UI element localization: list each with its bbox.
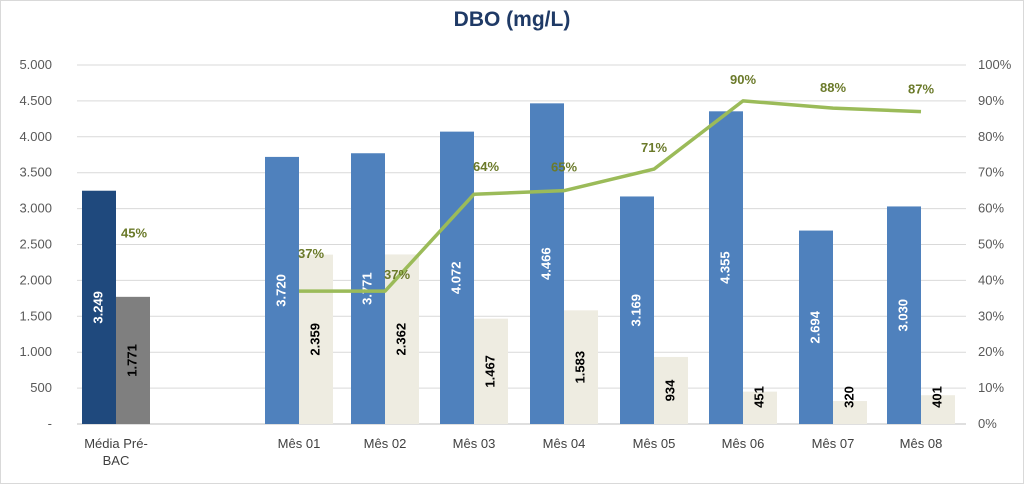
bar-afluente: [440, 131, 474, 424]
y-tick-label: 2.500: [19, 237, 52, 252]
y2-tick-label: 20%: [978, 344, 1004, 359]
y-tick-label: 3.000: [19, 201, 52, 216]
y2-tick-label: 90%: [978, 93, 1004, 108]
x-tick-label: Mês 07: [812, 436, 855, 451]
y-tick-label: 4.000: [19, 129, 52, 144]
y-tick-label: 500: [30, 380, 52, 395]
x-tick-label: BAC: [103, 453, 130, 468]
efficiency-label: 90%: [730, 72, 756, 87]
bar-efluente-label: 1.583: [572, 351, 587, 384]
bar-efluente-label: 451: [751, 386, 766, 408]
y2-tick-label: 60%: [978, 201, 1004, 216]
x-tick-label: Mês 05: [633, 436, 676, 451]
bar-afluente-label: 3.249: [90, 291, 105, 324]
efficiency-label: 45%: [121, 225, 147, 240]
x-tick-label: Mês 03: [453, 436, 496, 451]
bar-afluente: [351, 153, 385, 425]
y2-tick-label: 50%: [978, 237, 1004, 252]
y-tick-label: 5.000: [19, 57, 52, 72]
efficiency-line: [299, 99, 922, 293]
bar-afluente: [530, 103, 564, 425]
y-tick-label: 1.000: [19, 344, 52, 359]
x-tick-label: Média Pré-: [84, 436, 148, 451]
bar-efluente-label: 1.771: [124, 344, 139, 377]
bar-efluente: [474, 318, 508, 424]
bar-afluente: [887, 206, 921, 424]
bar-afluente-label: 2.694: [807, 310, 822, 343]
bar-afluente-label: 3.771: [359, 272, 374, 305]
y2-tick-label: 80%: [978, 129, 1004, 144]
bar-efluente: [921, 395, 955, 424]
bar-efluente-label: 401: [929, 386, 944, 408]
chart-title: DBO (mg/L): [453, 8, 571, 31]
x-tick-label: Mês 01: [278, 436, 321, 451]
bar-efluente: [743, 391, 777, 424]
bar-afluente-label: 4.072: [448, 262, 463, 295]
bar-afluente: [82, 190, 116, 424]
x-tick-label: Mês 08: [900, 436, 943, 451]
y2-tick-label: 70%: [978, 165, 1004, 180]
bar-efluente: [654, 356, 688, 424]
bar-afluente: [620, 196, 654, 424]
bar-afluente: [799, 230, 833, 424]
efficiency-label: 64%: [473, 159, 499, 174]
bar-afluente-label: 3.030: [895, 299, 910, 332]
x-tick-label: Mês 06: [722, 436, 765, 451]
bar-efluente-label: 2.362: [393, 323, 408, 356]
efficiency-label: 65%: [551, 160, 577, 175]
efficiency-label: 88%: [820, 80, 846, 95]
efficiency-label: 37%: [298, 246, 324, 261]
efficiency-label: 87%: [908, 82, 934, 97]
bar-afluente-label: 4.355: [717, 251, 732, 284]
bar-efluente-label: 320: [841, 386, 856, 408]
x-tick-label: Mês 02: [364, 436, 407, 451]
y2-tick-label: 100%: [978, 57, 1012, 72]
y2-tick-label: 30%: [978, 308, 1004, 323]
bar-efluente-label: 2.359: [307, 323, 322, 356]
bar-efluente-label: 1.467: [482, 355, 497, 388]
bar-afluente-label: 3.720: [273, 274, 288, 307]
y-tick-label: 3.500: [19, 165, 52, 180]
bar-afluente: [265, 156, 299, 425]
bar-afluente-label: 4.466: [538, 247, 553, 280]
bar-efluente: [833, 401, 867, 424]
bar-efluente-label: 934: [662, 379, 677, 401]
bar-efluente: [564, 310, 598, 424]
bar-efluente: [299, 254, 333, 424]
y-tick-label: 4.500: [19, 93, 52, 108]
y-tick-label: 2.000: [19, 272, 52, 287]
x-tick-label: Mês 04: [543, 436, 586, 451]
efficiency-label: 37%: [384, 267, 410, 282]
y-tick-label: -: [48, 416, 52, 431]
bar-afluente: [709, 111, 743, 424]
y2-tick-label: 10%: [978, 380, 1004, 395]
y-tick-label: 1.500: [19, 308, 52, 323]
bar-efluente: [116, 296, 150, 424]
y2-tick-label: 40%: [978, 272, 1004, 287]
efficiency-label: 71%: [641, 140, 667, 155]
bar-afluente-label: 3.169: [628, 294, 643, 327]
y2-tick-label: 0%: [978, 416, 997, 431]
